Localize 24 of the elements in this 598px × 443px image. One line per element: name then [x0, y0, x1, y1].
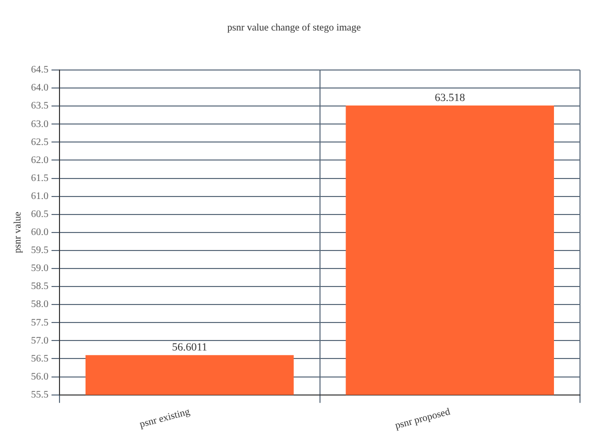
y-tick-label: 59.5: [31, 245, 48, 256]
y-tick-label: 56.5: [31, 353, 48, 364]
y-tick-label: 61.5: [31, 172, 48, 184]
y-tick-label: 60.0: [31, 227, 48, 238]
y-tick-label: 61.0: [31, 190, 48, 202]
chart-title: psnr value change of stego image: [227, 22, 362, 34]
y-tick-label: 64.0: [31, 82, 48, 94]
y-tick-label: 63.5: [31, 100, 48, 112]
y-tick-label: 60.5: [31, 208, 48, 220]
y-axis-title: psnr value: [12, 211, 24, 254]
y-tick-label: 64.5: [31, 64, 48, 76]
y-tick-label: 59.0: [31, 263, 48, 274]
y-tick-label: 57.5: [31, 317, 48, 328]
y-tick-label: 58.5: [31, 281, 48, 292]
y-tick-label: 56.0: [31, 371, 48, 382]
y-tick-label: 62.0: [31, 154, 48, 166]
y-tick-label: 62.5: [31, 136, 48, 148]
y-tick-label: 63.0: [31, 118, 48, 130]
data-label: 63.518: [434, 92, 466, 104]
y-tick-label: 57.0: [31, 335, 48, 346]
data-label: 56.6011: [172, 341, 208, 354]
x-tick-label: psnr existing: [138, 406, 192, 430]
y-tick-label: 55.5: [31, 389, 48, 400]
y-tick-label: 58.0: [31, 299, 48, 310]
